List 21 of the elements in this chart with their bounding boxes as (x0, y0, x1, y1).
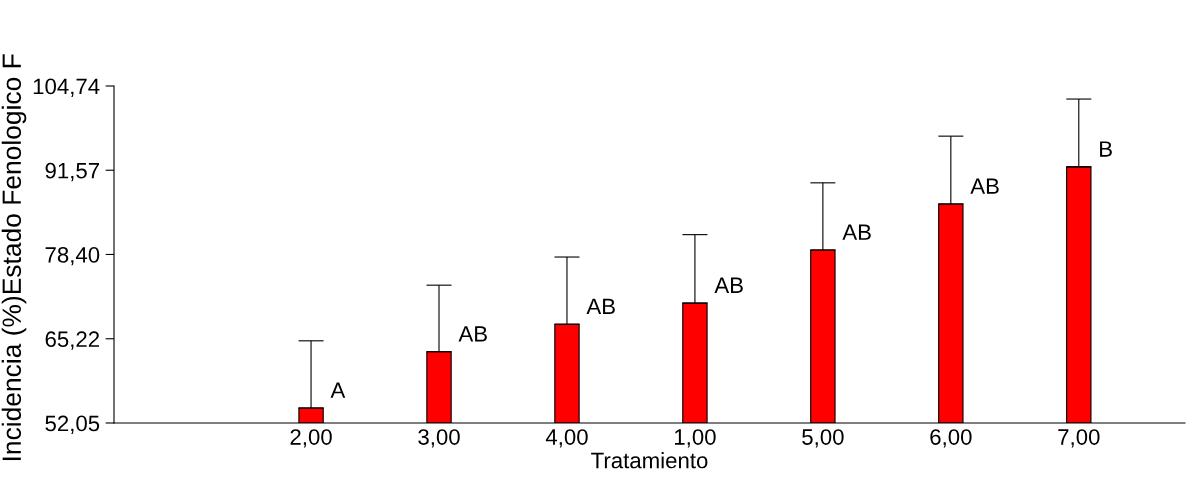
x-tick-label: 1,00 (675, 429, 716, 448)
x-tick-label: 7,00 (1058, 429, 1100, 448)
x-axis-title: Tratamiento (591, 452, 708, 469)
y-tick-label: 104,74 (33, 78, 100, 97)
annotation: AB (458, 326, 487, 342)
y-axis-title: Incidencia (%)Estado Fenologico F (1, 54, 27, 461)
annotation: AB (970, 178, 999, 194)
y-tick-label: 65,22 (45, 331, 99, 350)
annotation: A (330, 382, 346, 398)
annotation: AB (842, 224, 871, 240)
y-tick-label: 52,05 (45, 415, 100, 434)
y-tick-label: 91,57 (45, 162, 99, 182)
x-tick-label: 3,00 (418, 429, 460, 448)
x-tick-label: 2,00 (290, 429, 332, 448)
x-tick-label: 5,00 (802, 429, 844, 448)
annotation: AB (714, 277, 743, 293)
x-tick-label: 4,00 (545, 429, 588, 448)
y-tick-label: 78,40 (45, 247, 100, 266)
x-tick-label: 6,00 (930, 429, 972, 448)
annotation: B (1100, 141, 1112, 157)
annotation: AB (586, 298, 615, 315)
